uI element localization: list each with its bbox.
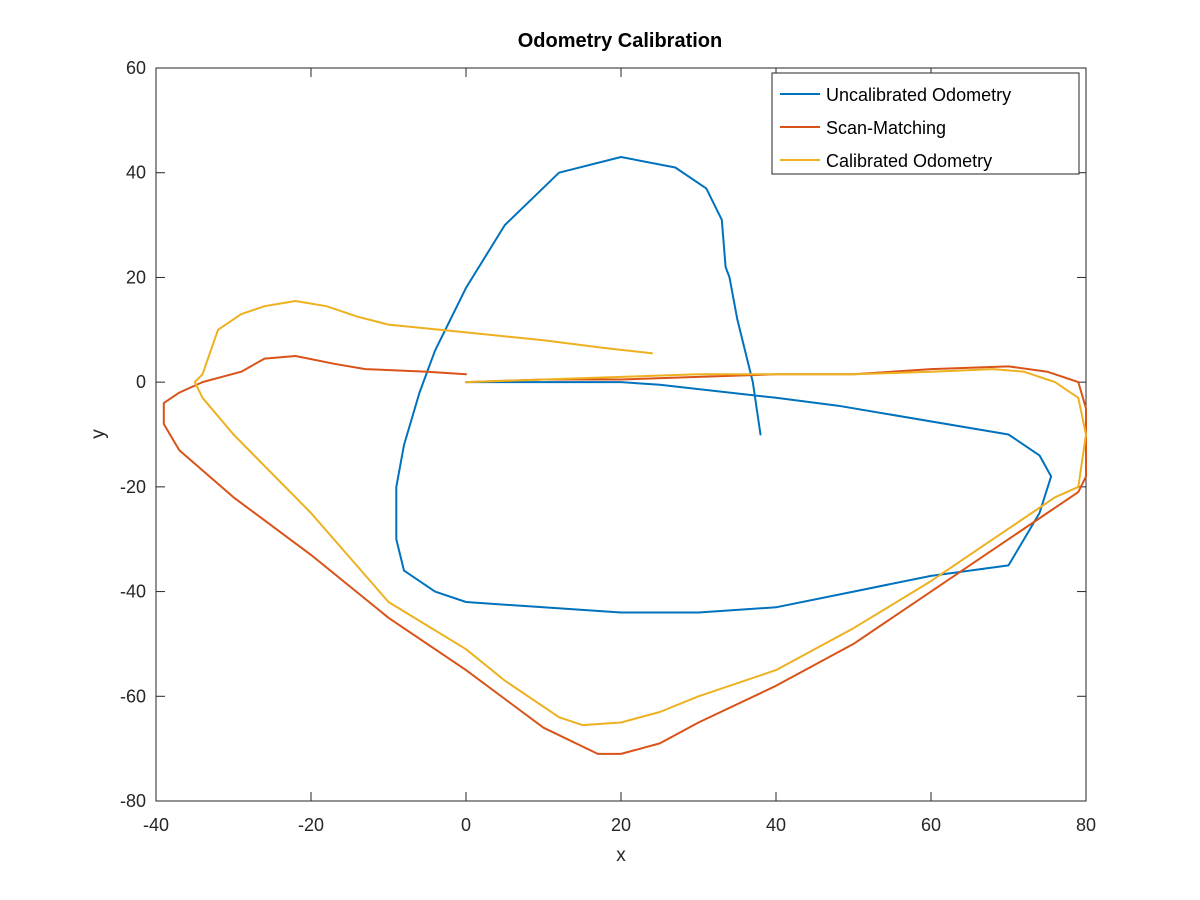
x-tick-label: 80	[1076, 815, 1096, 835]
legend: Uncalibrated Odometry Scan-Matching Calibr…	[771, 72, 1080, 175]
x-tick-label: 0	[461, 815, 471, 835]
legend-label-2: Calibrated Odometry	[826, 151, 992, 171]
x-tick-label: -40	[143, 815, 169, 835]
x-tick-label: 60	[921, 815, 941, 835]
y-tick-label: 20	[126, 267, 146, 287]
series-line-0	[395, 156, 1053, 614]
legend-label-0: Uncalibrated Odometry	[826, 85, 1011, 105]
series-line-1	[162, 355, 1087, 755]
y-tick-label: -20	[120, 477, 146, 497]
y-tick-label: 0	[136, 372, 146, 392]
legend-label-1: Scan-Matching	[826, 118, 946, 138]
x-tick-label: 40	[766, 815, 786, 835]
y-tick-label: -60	[120, 686, 146, 706]
legend-box	[771, 72, 1080, 175]
y-axis-label: y	[88, 429, 109, 439]
series-line-2	[193, 300, 1087, 727]
y-tick-label: 60	[126, 58, 146, 78]
x-tick-label: -20	[298, 815, 324, 835]
tick-labels: -40 -20 0 20 40 60 80 -80 -60 -40 -20 0 20 40 60	[120, 58, 1096, 835]
series-group	[162, 156, 1087, 755]
y-tick-label: -40	[120, 582, 146, 602]
x-tick-label: 20	[611, 815, 631, 835]
x-axis-label: x	[616, 845, 626, 866]
chart-title: Odometry Calibration	[518, 30, 722, 52]
y-tick-label: -80	[120, 791, 146, 811]
plot-area	[155, 67, 1087, 802]
y-tick-label: 40	[126, 163, 146, 183]
tick-marks	[155, 67, 1087, 802]
